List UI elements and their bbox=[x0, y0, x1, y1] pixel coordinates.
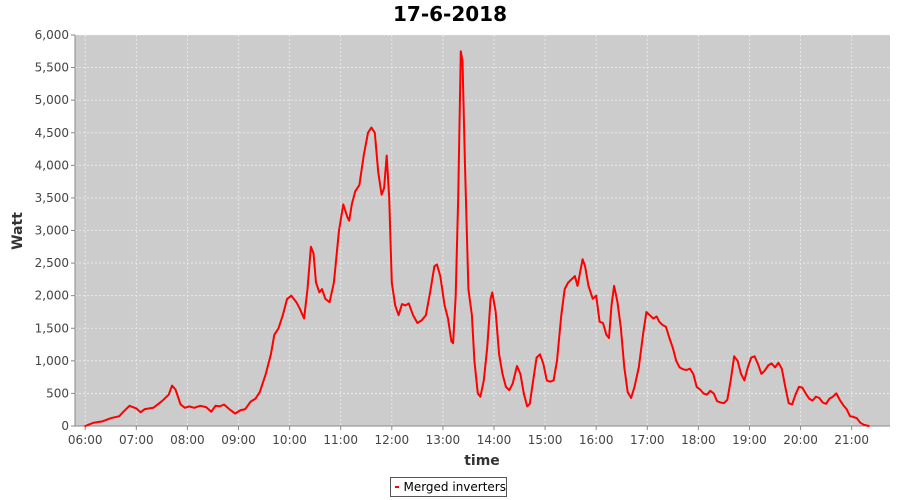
y-tick-label: 0 bbox=[61, 419, 69, 433]
legend: Merged inverters bbox=[390, 477, 507, 497]
x-tick-label: 14:00 bbox=[477, 433, 512, 447]
x-tick-label: 18:00 bbox=[681, 433, 716, 447]
chart-title: 17-6-2018 bbox=[392, 2, 507, 26]
x-tick-label: 08:00 bbox=[170, 433, 205, 447]
y-axis-label: Watt bbox=[10, 212, 26, 250]
axes: 0 500 1,000 1,500 2,000 2,500 3,000 3,500 4,000 4… bbox=[35, 28, 890, 447]
x-tick-label: 06:00 bbox=[68, 433, 103, 447]
y-tick-label: 4,000 bbox=[35, 158, 69, 172]
x-tick-label: 12:00 bbox=[375, 433, 410, 447]
x-tick-label: 11:00 bbox=[323, 433, 358, 447]
x-tick-label: 07:00 bbox=[119, 433, 154, 447]
x-tick-label: 19:00 bbox=[732, 433, 767, 447]
x-axis-label: time bbox=[464, 453, 500, 469]
x-tick-label: 13:00 bbox=[426, 433, 461, 447]
x-tick-label: 17:00 bbox=[630, 433, 665, 447]
y-tick-label: 3,000 bbox=[35, 224, 69, 238]
y-tick-label: 6,000 bbox=[35, 28, 69, 42]
x-tick-label: 21:00 bbox=[834, 433, 869, 447]
grid bbox=[75, 34, 890, 427]
plot-area bbox=[75, 35, 890, 426]
y-tick-label: 5,000 bbox=[35, 93, 69, 107]
series-line bbox=[84, 50, 870, 427]
series-layer bbox=[84, 50, 870, 427]
x-tick-label: 16:00 bbox=[579, 433, 614, 447]
y-tick-label: 1,000 bbox=[35, 354, 69, 368]
y-tick-label: 500 bbox=[46, 386, 69, 400]
y-tick-label: 4,500 bbox=[35, 126, 69, 140]
y-tick-label: 5,500 bbox=[35, 61, 69, 75]
legend-swatch bbox=[395, 486, 400, 488]
x-tick-label: 10:00 bbox=[272, 433, 307, 447]
x-tick-label: 09:00 bbox=[221, 433, 256, 447]
x-tick-label: 20:00 bbox=[783, 433, 818, 447]
y-tick-label: 2,500 bbox=[35, 256, 69, 270]
y-tick-label: 2,000 bbox=[35, 289, 69, 303]
y-tick-label: 3,500 bbox=[35, 191, 69, 205]
y-tick-label: 1,500 bbox=[35, 321, 69, 335]
x-tick-label: 15:00 bbox=[528, 433, 563, 447]
legend-label: Merged inverters bbox=[403, 480, 506, 494]
